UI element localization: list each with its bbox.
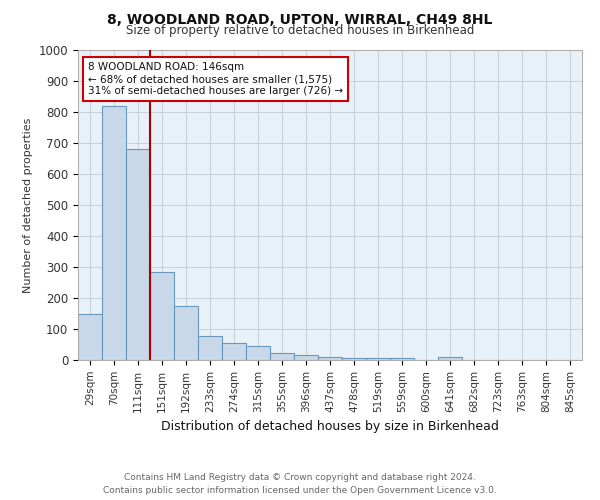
Bar	[198, 336, 222, 360]
Bar	[390, 358, 414, 360]
Bar	[318, 357, 342, 360]
Text: Contains HM Land Registry data © Crown copyright and database right 2024.
Contai: Contains HM Land Registry data © Crown c…	[103, 473, 497, 495]
Text: Size of property relative to detached houses in Birkenhead: Size of property relative to detached ho…	[126, 24, 474, 37]
Bar	[270, 353, 294, 360]
Y-axis label: Number of detached properties: Number of detached properties	[23, 118, 33, 292]
Bar	[150, 272, 174, 360]
Bar	[174, 306, 198, 360]
Bar	[366, 358, 390, 360]
Bar	[342, 358, 366, 360]
Bar	[126, 149, 150, 360]
Bar	[294, 356, 318, 360]
Bar	[438, 357, 462, 360]
Text: 8, WOODLAND ROAD, UPTON, WIRRAL, CH49 8HL: 8, WOODLAND ROAD, UPTON, WIRRAL, CH49 8H…	[107, 12, 493, 26]
Bar	[246, 346, 270, 360]
Bar	[222, 343, 246, 360]
Bar	[78, 314, 102, 360]
Bar	[102, 106, 126, 360]
X-axis label: Distribution of detached houses by size in Birkenhead: Distribution of detached houses by size …	[161, 420, 499, 433]
Text: 8 WOODLAND ROAD: 146sqm
← 68% of detached houses are smaller (1,575)
31% of semi: 8 WOODLAND ROAD: 146sqm ← 68% of detache…	[88, 62, 343, 96]
